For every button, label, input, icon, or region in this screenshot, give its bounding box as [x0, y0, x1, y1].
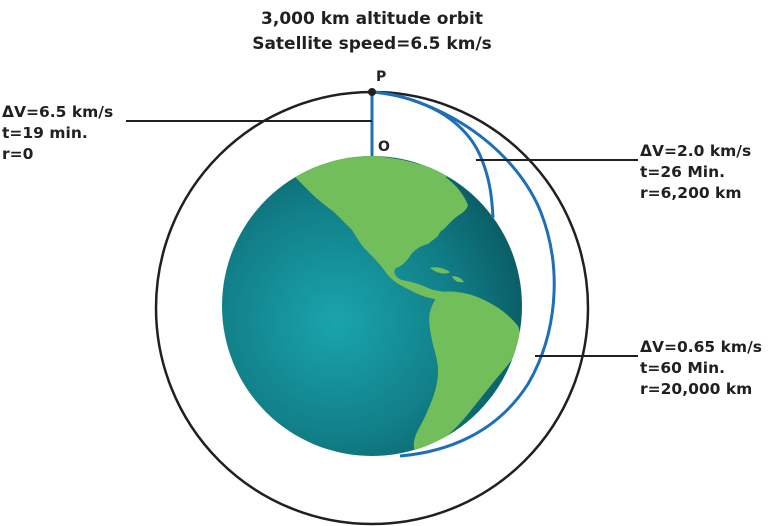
annotation-radial: ΔV=6.5 km/s t=19 min. r=0 — [2, 103, 113, 163]
earth-globe — [222, 156, 522, 456]
south-america-landmass — [413, 291, 521, 454]
point-p-label: P — [376, 69, 386, 85]
annotation-long: ΔV=0.65 km/s t=60 Min. r=20,000 km — [640, 338, 762, 398]
annotation-medium-r: r=6,200 km — [640, 184, 742, 202]
caribbean-islands — [430, 267, 464, 283]
point-p-marker — [368, 88, 376, 96]
annotation-radial-dv: ΔV=6.5 km/s — [2, 103, 113, 121]
point-o-label: O — [378, 139, 390, 155]
trajectory-long — [371, 90, 556, 458]
annotation-long-dv: ΔV=0.65 km/s — [640, 338, 762, 356]
annotation-long-r: r=20,000 km — [640, 380, 752, 398]
title-line-1: 3,000 km altitude orbit — [261, 9, 483, 29]
title-line-2: Satellite speed=6.5 km/s — [252, 34, 492, 54]
annotation-radial-t: t=19 min. — [2, 124, 88, 142]
annotation-medium: ΔV=2.0 km/s t=26 Min. r=6,200 km — [640, 142, 751, 202]
annotation-medium-dv: ΔV=2.0 km/s — [640, 142, 751, 160]
north-america-landmass — [292, 156, 468, 300]
annotation-long-t: t=60 Min. — [640, 359, 725, 377]
annotation-radial-r: r=0 — [2, 145, 34, 163]
annotation-medium-t: t=26 Min. — [640, 163, 725, 181]
